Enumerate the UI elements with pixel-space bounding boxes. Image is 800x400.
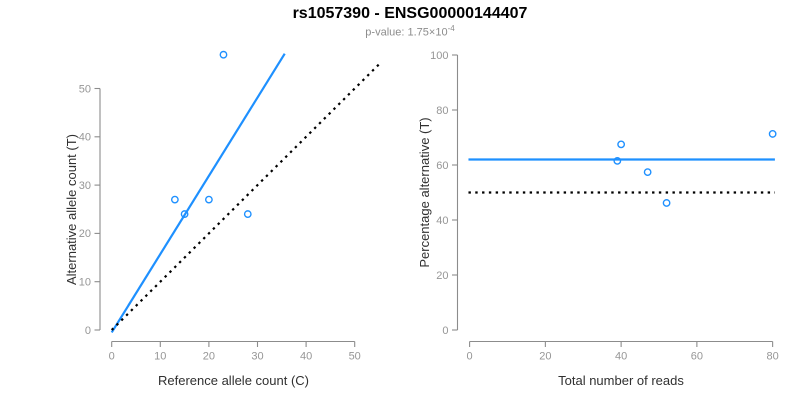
identity-line xyxy=(110,62,381,331)
x-axis-title: Reference allele count (C) xyxy=(158,373,309,388)
y-tick-label: 0 xyxy=(442,325,448,337)
x-tick-label: 10 xyxy=(154,351,166,363)
x-tick-label: 60 xyxy=(691,351,703,363)
data-point xyxy=(643,168,652,177)
x-tick-label: 0 xyxy=(109,351,115,363)
y-tick-label: 20 xyxy=(436,270,448,282)
y-tick-label: 20 xyxy=(79,228,91,240)
y-tick-label: 10 xyxy=(79,277,91,289)
data-point xyxy=(204,195,213,204)
x-tick-label: 40 xyxy=(300,351,312,363)
right-plot: 0 20 40 60 80 0 20 40 60 80 100 Total number of rea… xyxy=(417,50,779,388)
data-point xyxy=(219,50,228,59)
y-tick-label: 60 xyxy=(436,160,448,172)
y-tick-label: 40 xyxy=(79,132,91,144)
y-tick-label: 100 xyxy=(430,50,448,62)
x-tick-label: 40 xyxy=(615,351,627,363)
data-point xyxy=(662,199,671,207)
data-point xyxy=(180,210,189,218)
y-tick-label: 80 xyxy=(436,105,448,117)
x-tick-label: 50 xyxy=(349,351,361,363)
fit-line xyxy=(110,53,286,333)
y-tick-label: 0 xyxy=(85,325,91,337)
x-tick-label: 20 xyxy=(539,351,551,363)
y-axis-title: Alternative allele count (T) xyxy=(64,134,79,285)
left-plot: 0 10 20 30 40 50 0 10 20 30 40 50 Reference allele c… xyxy=(64,50,381,388)
data-point xyxy=(170,195,179,204)
figure-subtitle: p-value: 1.75×10-4 xyxy=(20,24,800,39)
figure-title: rs1057390 - ENSG00000144407 xyxy=(292,5,528,22)
pvalue-exponent: -4 xyxy=(447,24,455,33)
data-point xyxy=(613,156,622,165)
x-tick-label: 0 xyxy=(467,351,473,363)
x-tick-label: 30 xyxy=(251,351,263,363)
y-tick-label: 50 xyxy=(79,83,91,95)
y-axis-title: Percentage alternative (T) xyxy=(417,117,432,267)
x-axis-title: Total number of reads xyxy=(558,373,684,388)
y-tick-label: 40 xyxy=(436,215,448,227)
y-tick-label: 30 xyxy=(79,180,91,192)
pvalue-text: p-value: 1.75×10 xyxy=(365,26,448,39)
data-point xyxy=(768,130,777,138)
data-point xyxy=(243,210,252,218)
x-tick-label: 80 xyxy=(767,351,779,363)
data-point xyxy=(617,140,626,149)
x-tick-label: 20 xyxy=(203,351,215,363)
